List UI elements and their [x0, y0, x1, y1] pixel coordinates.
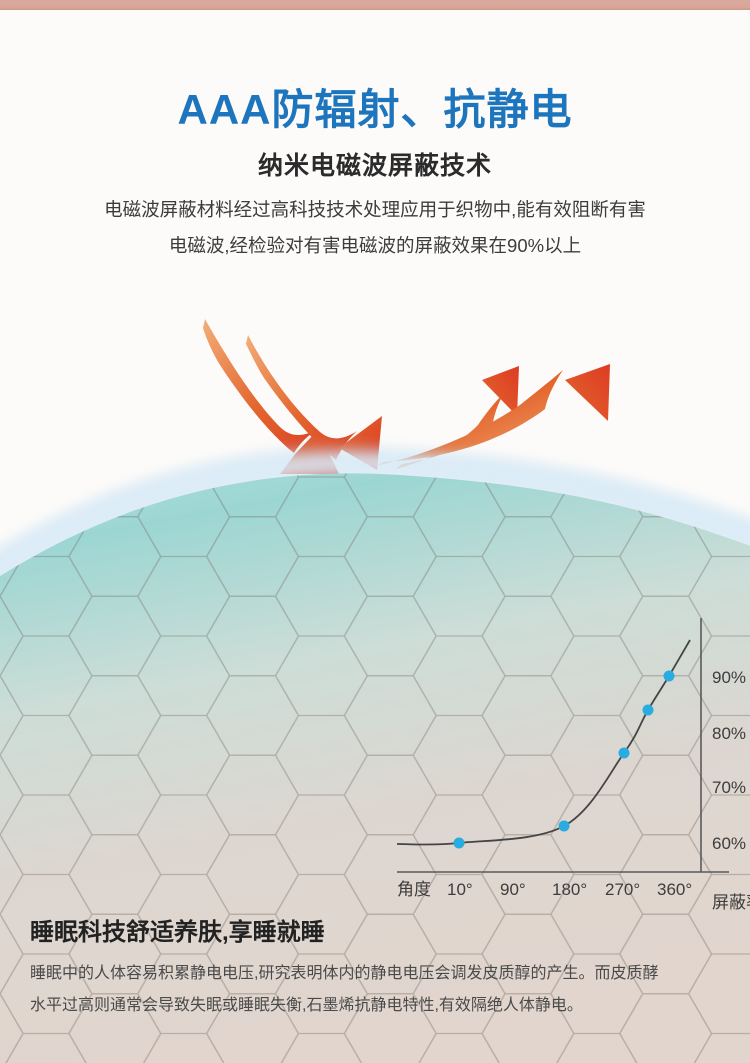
- svg-text:角度: 角度: [397, 880, 431, 899]
- svg-text:360°: 360°: [657, 880, 692, 899]
- svg-text:70%: 70%: [712, 778, 746, 797]
- svg-text:90°: 90°: [500, 880, 526, 899]
- svg-text:60%: 60%: [712, 834, 746, 853]
- svg-text:180°: 180°: [552, 880, 587, 899]
- svg-text:80%: 80%: [712, 724, 746, 743]
- svg-text:屏蔽率: 屏蔽率: [712, 893, 750, 912]
- svg-text:90%: 90%: [712, 668, 746, 687]
- svg-text:270°: 270°: [605, 880, 640, 899]
- svg-text:10°: 10°: [447, 880, 473, 899]
